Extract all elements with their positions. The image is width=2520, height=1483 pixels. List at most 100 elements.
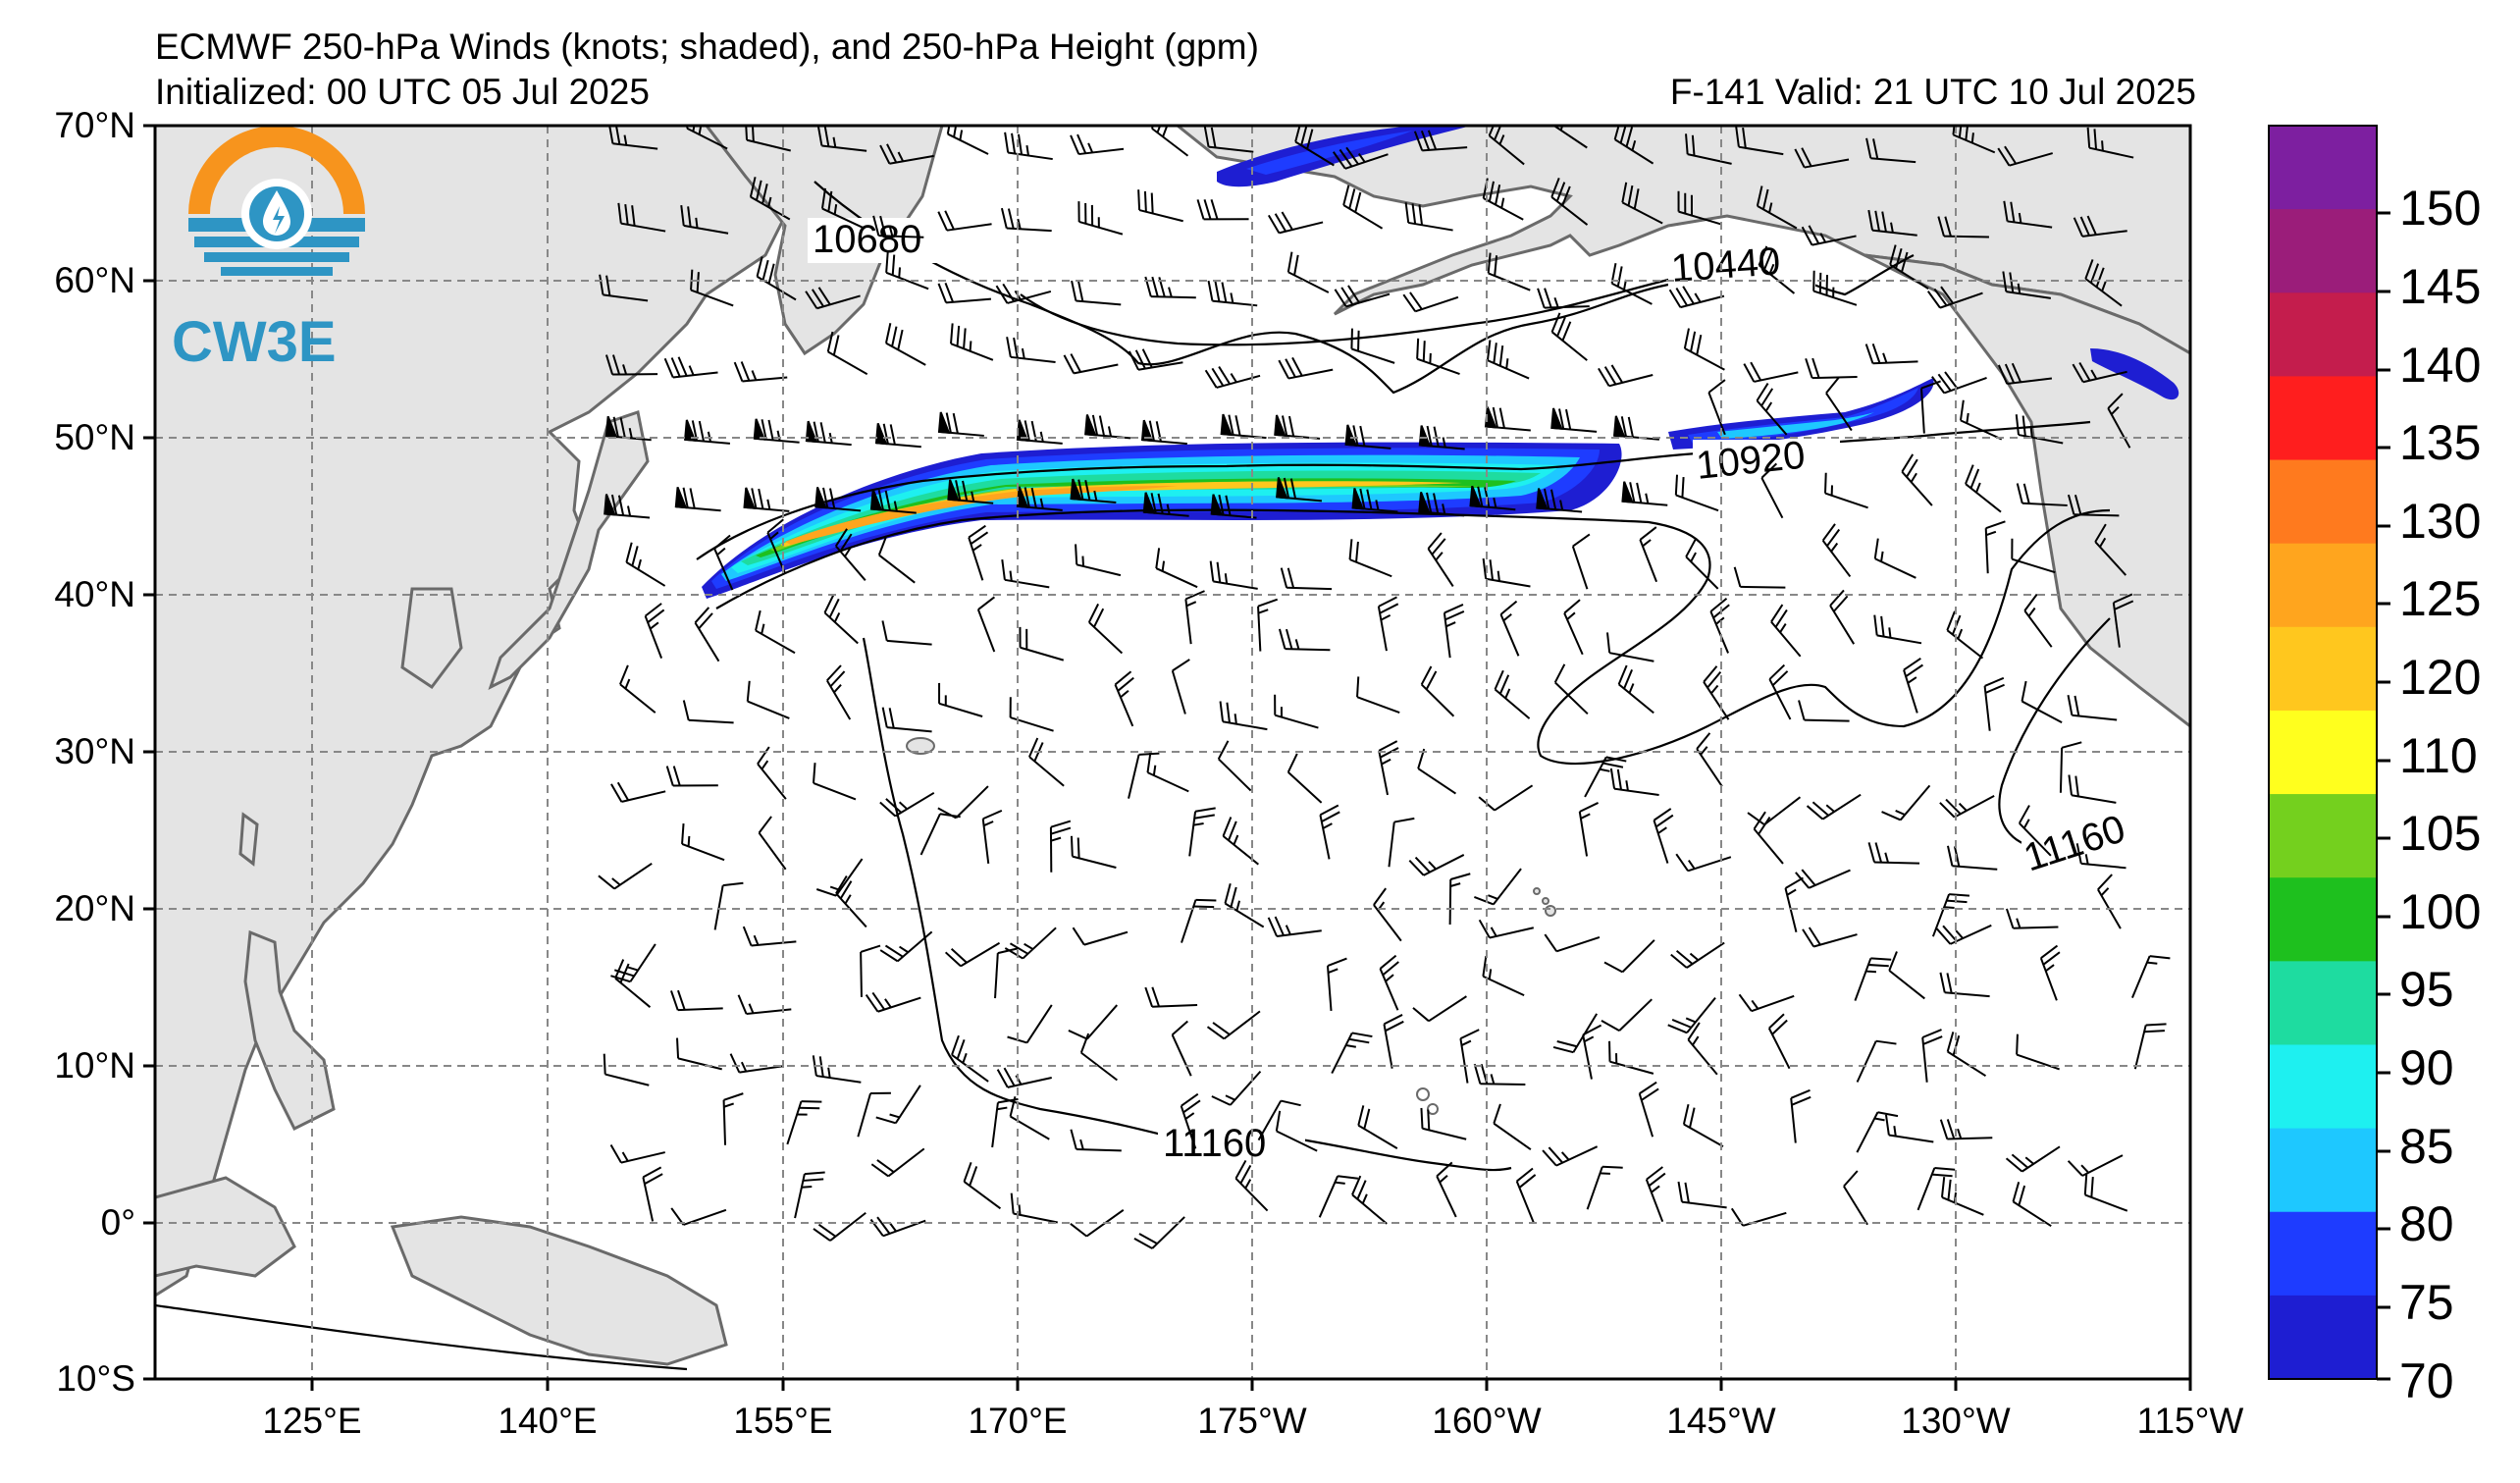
wind-barb (1667, 996, 1716, 1034)
wind-barb (2067, 695, 2118, 721)
wind-barb (1687, 1022, 1718, 1076)
wind-barb (881, 620, 932, 646)
wind-barb (1276, 477, 1323, 503)
wind-barb (1584, 756, 1627, 798)
colorbar-swatch (2269, 1295, 2377, 1380)
wind-barb (1267, 916, 1322, 937)
wind-barb (644, 603, 665, 659)
wind-barb (1903, 657, 1923, 714)
wind-barb (1137, 189, 1183, 223)
wind-barb (2086, 127, 2134, 159)
lon-label: 160°W (1432, 1401, 1542, 1441)
wind-barb (1203, 126, 1254, 153)
wind-barb (1171, 659, 1190, 715)
valid-time: F-141 Valid: 21 UTC 10 Jul 2025 (1669, 72, 2196, 112)
wind-barb (879, 930, 933, 963)
wind-barb (1515, 1167, 1537, 1224)
jet-shading (702, 126, 2179, 599)
init-time: Initialized: 00 UTC 05 Jul 2025 (155, 72, 650, 112)
wind-barb (1889, 244, 1929, 291)
wind-barb (1805, 357, 1858, 380)
wind-barb (1865, 137, 1916, 164)
wind-barb (814, 487, 862, 512)
wind-barb (1677, 1181, 1727, 1209)
wind-barb (1278, 356, 1334, 380)
wind-barb (598, 862, 653, 890)
wind-barb (1383, 1014, 1404, 1069)
colorbar-swatch (2269, 626, 2377, 712)
wind-barb (1571, 533, 1591, 590)
wind-barb (1563, 599, 1584, 656)
wind-barb (1418, 425, 1465, 450)
colorbar-label: 105 (2399, 806, 2481, 861)
wind-barb (1388, 817, 1415, 868)
wind-barb (610, 781, 666, 803)
colorbar-frame (2268, 125, 2378, 1380)
wind-barb (1499, 600, 1520, 657)
wind-barb (713, 534, 734, 591)
wind-barb (1427, 532, 1454, 588)
wind-barb (976, 596, 996, 653)
lat-label: 30°N (54, 731, 135, 771)
wind-barb (860, 944, 881, 997)
wind-barb (1146, 752, 1189, 793)
wind-barb (1959, 399, 2003, 441)
wind-barb (885, 251, 929, 291)
wind-barb (1144, 986, 1198, 1008)
wind-barb (1707, 379, 1726, 436)
colorbar-label: 120 (2399, 650, 2481, 705)
colorbar-label: 75 (2399, 1275, 2454, 1330)
wind-barb (1331, 1032, 1373, 1075)
wind-barb (857, 1091, 891, 1138)
wind-barb (1351, 1175, 1388, 1225)
wind-barb (1181, 898, 1217, 943)
wind-barb (1682, 1103, 1724, 1148)
wind-barb (1482, 955, 1525, 997)
wind-barb (1420, 1107, 1467, 1140)
colorbar-swatch (2269, 1044, 2377, 1130)
wind-barb (614, 959, 652, 1008)
wind-barb (1278, 628, 1331, 652)
pacific-island (1416, 1087, 1430, 1101)
wind-barb (1379, 954, 1399, 1011)
wind-barb (1794, 147, 1850, 169)
wind-barb (919, 813, 961, 856)
wind-barb (1612, 415, 1659, 441)
wind-barb (604, 354, 658, 376)
wind-barb (1843, 1170, 1868, 1226)
wind-barb (1703, 665, 1730, 720)
colorbar-swatch (2269, 459, 2377, 545)
wind-barb (884, 323, 926, 366)
wind-barb (603, 1053, 650, 1086)
cw3e-logo-text: CW3E (172, 310, 337, 374)
wind-barb (1128, 752, 1160, 799)
wind-barb (1493, 1103, 1532, 1151)
wind-barb (826, 331, 868, 376)
wind-barb (1010, 1192, 1058, 1224)
wind-barb (1487, 252, 1531, 291)
wind-barb (1758, 245, 1796, 294)
wind-barb (805, 287, 861, 310)
wind-barb (1829, 589, 1856, 645)
wind-barb (1550, 177, 1589, 226)
wind-barb (1537, 288, 1590, 309)
wind-barb (937, 210, 992, 232)
contour-labels: 10680 10440 10920 11160 11160 (808, 218, 2169, 1165)
wind-barb (1738, 993, 1795, 1013)
lat-label: 0° (101, 1202, 135, 1243)
wind-barb (1001, 558, 1050, 589)
wind-barb (1494, 669, 1531, 719)
wind-barb (1935, 924, 1992, 945)
wind-barb (663, 356, 718, 379)
wind-barb (1550, 312, 1588, 361)
wind-barb (1536, 488, 1583, 513)
wind-barb (1867, 842, 1920, 865)
wind-barb (823, 594, 859, 645)
wind-barb (1070, 835, 1117, 869)
wind-barb (1683, 328, 1725, 371)
wind-barb (1280, 567, 1333, 591)
wind-barb (1402, 291, 1459, 313)
wind-barb (1206, 1010, 1261, 1040)
wind-barb (2067, 494, 2120, 517)
colorbar-label: 150 (2399, 181, 2481, 236)
